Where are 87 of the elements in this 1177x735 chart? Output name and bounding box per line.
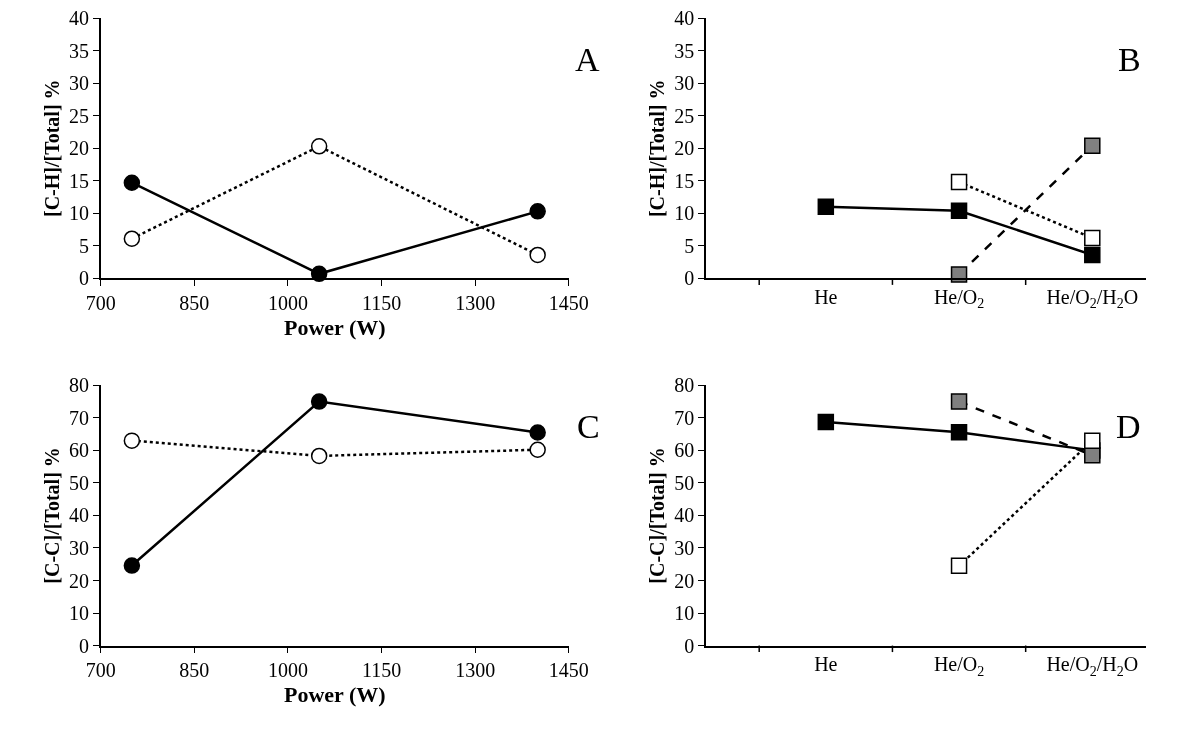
y-tick-label: 0 [684,267,695,290]
y-tick-label: 5 [78,234,89,257]
y-tick-label: 20 [68,137,89,160]
x-tick-label: He [814,653,838,676]
annotation: D [1116,408,1141,445]
x-tick-label: He/O$_{2}$/H$_{2}$O [1046,286,1139,312]
y-tick-label: 10 [674,602,695,625]
y-tick-label: 30 [68,72,89,95]
point [529,441,546,458]
y-tick-label: 70 [674,406,695,429]
y-tick-label: 40 [68,7,89,30]
x-tick-label: 1150 [361,659,402,682]
y-tick-label: 20 [674,569,695,592]
x-tick-label: He [814,286,838,309]
y-tick-label: 5 [684,234,695,257]
x-tick-label: He/O$_{2}$ [933,286,985,312]
x-tick-label: 700 [85,292,116,315]
point [529,246,546,264]
y-tick-label: 60 [674,439,695,462]
y-tick-label: 80 [68,374,89,397]
y-tick-label: 40 [674,7,695,30]
y-tick-label: 40 [674,504,695,527]
point [123,174,141,191]
point [310,138,328,155]
point [310,393,328,410]
y-tick-label: 0 [78,634,89,657]
annotation: B [1118,41,1141,78]
point [950,173,968,191]
point [123,432,141,449]
point [1084,229,1101,247]
y-tick-label: 10 [68,202,89,225]
y-tick-label: 70 [68,406,89,429]
point [529,424,546,441]
x-tick-label: He/O$_{2}$ [933,653,985,679]
y-tick-label: 30 [68,536,89,559]
x-tick-label: 1450 [548,292,589,315]
point [310,447,328,465]
x-tick-label: 1000 [267,292,308,315]
y-tick-label: 20 [68,569,89,592]
point [950,423,968,441]
y-tick-label: 25 [68,104,89,127]
point [950,557,968,575]
x-tick-label: He/O$_{2}$/H$_{2}$O [1046,653,1139,679]
x-tick-label: 1300 [455,659,496,682]
y-tick-label: 30 [674,72,695,95]
y-tick-label: 40 [68,504,89,527]
y-tick-label: 20 [674,137,695,160]
y-tick-label: 0 [78,267,89,290]
point [1084,137,1101,154]
y-axis-title: [C-H]/[Total] % [646,79,669,218]
y-tick-label: 50 [674,471,695,494]
x-axis-title: Power (W) [283,681,386,707]
y-tick-label: 35 [674,39,695,62]
y-tick-label: 10 [68,602,89,625]
y-axis-title: [C-C]/[Total] % [40,447,63,584]
point [817,198,835,216]
x-tick-label: 1150 [361,292,402,315]
y-tick-label: 50 [68,471,89,494]
x-tick-label: 700 [85,659,116,682]
x-tick-label: 850 [179,292,210,315]
y-tick-label: 15 [68,169,89,192]
y-axis-title: [C-H]/[Total] % [40,79,63,218]
x-axis-title: Power (W) [283,314,386,340]
point [1084,246,1101,264]
y-tick-label: 30 [674,536,695,559]
point [1084,447,1101,464]
point [950,393,968,410]
text: A [575,41,600,78]
y-tick-label: 10 [674,202,695,225]
point [123,557,141,574]
x-tick-label: 850 [179,659,210,682]
point [123,230,141,247]
point [950,202,968,219]
y-tick-label: 80 [674,374,695,397]
y-axis-title: [C-C]/[Total] % [646,447,669,584]
y-tick-label: 60 [68,439,89,462]
point [529,203,546,220]
x-tick-label: 1000 [267,659,308,682]
x-tick-label: 1450 [548,659,589,682]
text: C [577,408,600,445]
y-tick-label: 0 [684,634,695,657]
y-tick-label: 35 [68,39,89,62]
y-tick-label: 25 [674,104,695,127]
point [1084,432,1101,449]
point [817,413,835,431]
x-tick-label: 1300 [455,292,496,315]
y-tick-label: 15 [674,169,695,192]
